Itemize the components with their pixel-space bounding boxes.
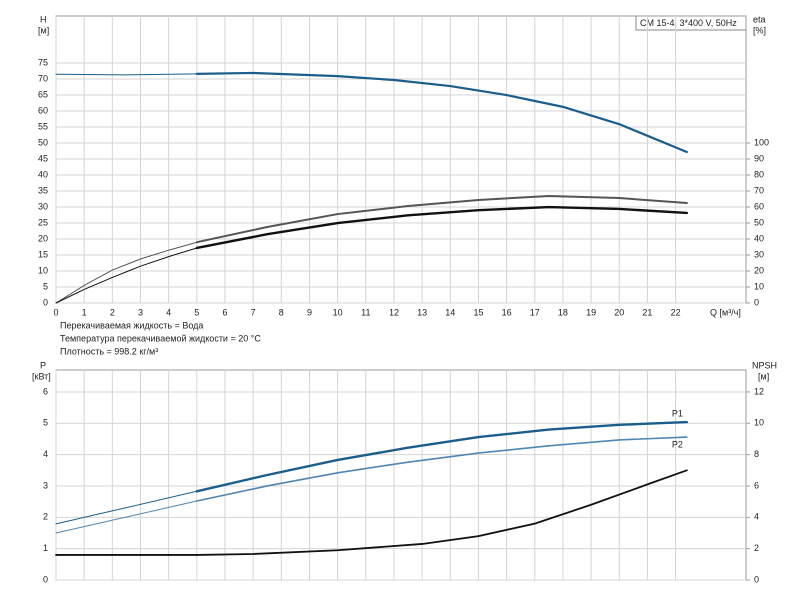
x-tick-label: 10 xyxy=(333,307,343,317)
curve xyxy=(55,247,198,304)
x-tick-label: 6 xyxy=(222,307,227,317)
y2-tick-label: 30 xyxy=(754,249,764,259)
note: Плотность = 998.2 кг/м³ xyxy=(60,346,158,356)
y-unit: [кВт] xyxy=(32,371,51,381)
x-tick-label: 18 xyxy=(558,307,568,317)
y-tick-label: 25 xyxy=(38,217,48,227)
y-tick-label: 70 xyxy=(38,73,48,83)
y2-tick-label: 100 xyxy=(754,137,769,147)
y2-tick-label: 90 xyxy=(754,153,764,163)
y-tick-label: 35 xyxy=(38,185,48,195)
y-tick-label: 0 xyxy=(43,297,48,307)
y2-tick-label: 12 xyxy=(754,386,764,396)
y-unit: [м] xyxy=(38,25,49,35)
y2-tick-label: 10 xyxy=(754,281,764,291)
curve xyxy=(55,490,198,525)
x-tick-label: 16 xyxy=(502,307,512,317)
x-tick-label: 5 xyxy=(194,307,199,317)
curve xyxy=(55,241,198,304)
y2-tick-label: 60 xyxy=(754,201,764,211)
x-tick-label: 1 xyxy=(82,307,87,317)
y-tick-label: 65 xyxy=(38,89,48,99)
curve xyxy=(196,436,688,502)
curve xyxy=(55,469,688,556)
y2-tick-label: 10 xyxy=(754,418,764,428)
y2-tick-label: 40 xyxy=(754,233,764,243)
y2-unit: [м] xyxy=(758,371,769,381)
x-tick-label: 21 xyxy=(642,307,652,317)
y-label: H xyxy=(40,14,47,24)
y-tick-label: 60 xyxy=(38,105,48,115)
y2-tick-label: 20 xyxy=(754,265,764,275)
y-tick-label: 50 xyxy=(38,137,48,147)
x-tick-label: 11 xyxy=(361,307,370,317)
x-tick-label: 13 xyxy=(417,307,427,317)
curve xyxy=(195,194,688,244)
curve xyxy=(195,420,689,493)
x-label: Q [м³/ч] xyxy=(710,307,741,317)
y-label: P xyxy=(40,360,46,370)
y-tick-label: 30 xyxy=(38,201,48,211)
y2-tick-label: 2 xyxy=(754,543,759,553)
y-tick-label: 1 xyxy=(43,543,48,553)
y-tick-label: 5 xyxy=(43,418,48,428)
y2-tick-label: 0 xyxy=(754,574,759,584)
y-tick-label: 45 xyxy=(38,153,48,163)
y-tick-label: 6 xyxy=(43,386,48,396)
y2-tick-label: 6 xyxy=(754,480,759,490)
x-tick-label: 17 xyxy=(530,307,540,317)
y2-tick-label: 4 xyxy=(754,512,759,522)
series-label: P2 xyxy=(672,439,683,449)
y-tick-label: 5 xyxy=(43,281,48,291)
y2-label: NPSH xyxy=(752,360,777,370)
x-tick-label: 8 xyxy=(279,307,284,317)
y-tick-label: 10 xyxy=(38,265,48,275)
y-tick-label: 40 xyxy=(38,169,48,179)
x-tick-label: 20 xyxy=(614,307,624,317)
y2-tick-label: 8 xyxy=(754,449,759,459)
y-tick-label: 55 xyxy=(38,121,48,131)
y-tick-label: 15 xyxy=(38,249,48,259)
curve xyxy=(195,205,689,250)
x-tick-label: 12 xyxy=(389,307,399,317)
chart-title: CM 15-4, 3*400 V, 50Hz xyxy=(640,18,737,28)
x-tick-label: 4 xyxy=(166,307,171,317)
y2-label: eta xyxy=(753,14,766,24)
x-tick-label: 9 xyxy=(307,307,312,317)
x-tick-label: 2 xyxy=(110,307,115,317)
y2-tick-label: 50 xyxy=(754,217,764,227)
x-tick-label: 3 xyxy=(138,307,143,317)
x-tick-label: 19 xyxy=(586,307,596,317)
x-tick-label: 15 xyxy=(473,307,483,317)
y2-tick-label: 70 xyxy=(754,185,764,195)
curve xyxy=(55,73,198,76)
curve xyxy=(195,71,688,154)
y-tick-label: 20 xyxy=(38,233,48,243)
y2-tick-label: 80 xyxy=(754,169,764,179)
y2-tick-label: 0 xyxy=(754,297,759,307)
series-label: P1 xyxy=(672,408,683,418)
x-tick-label: 0 xyxy=(53,307,58,317)
y-tick-label: 3 xyxy=(43,480,48,490)
x-tick-label: 14 xyxy=(445,307,455,317)
curve xyxy=(55,500,198,534)
note: Температура перекачиваемой жидкости = 20… xyxy=(60,333,261,343)
y2-unit: [%] xyxy=(753,25,766,35)
y-tick-label: 2 xyxy=(43,512,48,522)
y-tick-label: 0 xyxy=(43,574,48,584)
y-tick-label: 4 xyxy=(43,449,48,459)
x-tick-label: 7 xyxy=(251,307,256,317)
x-tick-label: 22 xyxy=(671,307,681,317)
y-tick-label: 75 xyxy=(38,57,48,67)
note: Перекачиваемая жидкость = Вода xyxy=(60,320,203,330)
